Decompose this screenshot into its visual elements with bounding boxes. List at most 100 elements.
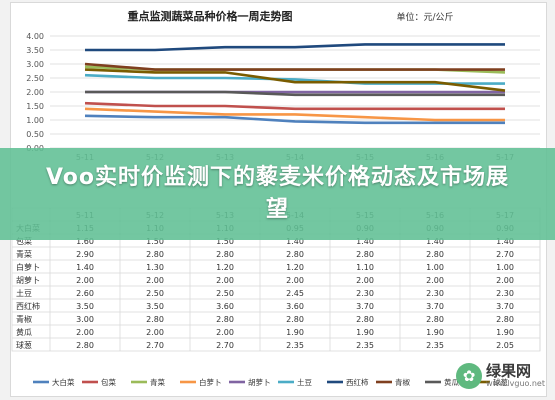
table-cell: 2.30 <box>356 289 374 298</box>
table-row-label: 西红柿 <box>16 301 40 311</box>
table-cell: 1.30 <box>146 263 164 272</box>
table-cell: 3.60 <box>216 302 234 311</box>
series-line <box>84 68 506 92</box>
table-row-label: 胡萝卜 <box>16 275 40 285</box>
y-tick-label: 2.00 <box>26 88 44 97</box>
series-line <box>84 101 505 111</box>
table-cell: 3.70 <box>496 302 514 311</box>
legend-label: 胡萝卜 <box>248 377 271 387</box>
table-cell: 2.80 <box>76 341 94 350</box>
table-cell: 2.80 <box>356 315 374 324</box>
y-tick-label: 3.00 <box>26 60 44 69</box>
table-cell: 1.40 <box>356 237 374 246</box>
table-cell: 3.00 <box>76 315 94 324</box>
legend-label: 黄瓜 <box>444 377 459 387</box>
table-cell: 2.00 <box>216 276 234 285</box>
table-cell: 1.40 <box>286 237 304 246</box>
table-cell: 2.00 <box>356 276 374 285</box>
article-title-banner: Voo实时价监测下的藜麦米价格动态及市场展望 <box>0 148 555 240</box>
table-cell: 1.20 <box>216 263 234 272</box>
table-cell: 2.05 <box>496 341 514 350</box>
table-cell: 2.00 <box>146 328 164 337</box>
table-cell: 1.60 <box>76 237 94 246</box>
table-cell: 2.80 <box>356 250 374 259</box>
table-cell: 2.90 <box>76 250 94 259</box>
watermark-url: www.lvguo.net <box>486 379 545 388</box>
table-row-label: 青菜 <box>16 249 32 259</box>
legend-label: 西红柿 <box>346 377 369 387</box>
table-cell: 1.50 <box>216 237 234 246</box>
table-cell: 2.70 <box>496 250 514 259</box>
table-cell: 2.80 <box>426 250 444 259</box>
table-cell: 2.70 <box>216 341 234 350</box>
table-cell: 2.80 <box>426 315 444 324</box>
table-cell: 2.60 <box>76 289 94 298</box>
table-cell: 1.90 <box>286 328 304 337</box>
table-cell: 2.80 <box>496 315 514 324</box>
table-cell: 3.50 <box>146 302 164 311</box>
site-watermark: ✿ 绿果网 www.lvguo.net <box>456 355 551 397</box>
table-cell: 1.00 <box>426 263 444 272</box>
table-cell: 2.35 <box>356 341 374 350</box>
table-cell: 2.35 <box>286 341 304 350</box>
unit-label: 单位：元/公斤 <box>396 11 453 23</box>
legend-label: 青菜 <box>150 377 165 387</box>
table-cell: 1.40 <box>496 237 514 246</box>
table-cell: 3.50 <box>76 302 94 311</box>
y-tick-label: 3.50 <box>26 46 44 55</box>
series-line <box>84 114 505 125</box>
table-cell: 2.35 <box>426 341 444 350</box>
table-row-label: 白萝卜 <box>16 262 40 272</box>
table-cell: 3.60 <box>286 302 304 311</box>
table-cell: 1.10 <box>356 263 374 272</box>
table-cell: 2.00 <box>216 328 234 337</box>
table-cell: 1.20 <box>286 263 304 272</box>
y-tick-label: 4.00 <box>26 32 44 41</box>
y-tick-label: 1.00 <box>26 116 44 125</box>
table-cell: 1.00 <box>496 263 514 272</box>
table-cell: 2.30 <box>426 289 444 298</box>
table-cell: 2.50 <box>146 289 164 298</box>
table-cell: 3.70 <box>426 302 444 311</box>
legend-label: 青椒 <box>395 377 410 387</box>
table-row-label: 青椒 <box>16 314 32 324</box>
table-cell: 1.90 <box>356 328 374 337</box>
table-cell: 1.40 <box>426 237 444 246</box>
table-cell: 2.80 <box>216 315 234 324</box>
table-cell: 2.80 <box>286 315 304 324</box>
leaf-logo-icon: ✿ <box>456 363 482 389</box>
table-cell: 1.50 <box>146 237 164 246</box>
legend-label: 白萝卜 <box>199 377 222 387</box>
series-line <box>85 43 505 52</box>
table-cell: 2.50 <box>216 289 234 298</box>
chart-title: 重点监测蔬菜品种价格一周走势图 <box>128 9 293 23</box>
series-line <box>84 73 505 85</box>
table-cell: 1.90 <box>496 328 514 337</box>
y-tick-label: 1.50 <box>26 102 44 111</box>
table-cell: 2.80 <box>146 315 164 324</box>
table-cell: 1.90 <box>426 328 444 337</box>
table-cell: 2.00 <box>496 276 514 285</box>
table-cell: 2.00 <box>76 328 94 337</box>
table-cell: 2.00 <box>76 276 94 285</box>
table-cell: 2.30 <box>496 289 514 298</box>
table-cell: 3.70 <box>356 302 374 311</box>
table-cell: 2.00 <box>426 276 444 285</box>
table-row-label: 黄瓜 <box>16 327 32 337</box>
legend-label: 球葱 <box>493 377 508 387</box>
table-cell: 2.80 <box>216 250 234 259</box>
y-tick-label: 0.50 <box>26 130 44 139</box>
table-row-label: 球葱 <box>16 340 32 350</box>
table-cell: 2.80 <box>146 250 164 259</box>
series-line <box>85 90 505 97</box>
legend-label: 土豆 <box>297 377 312 387</box>
article-title: Voo实时价监测下的藜麦米价格动态及市场展望 <box>45 165 510 222</box>
series-line <box>84 62 505 71</box>
table-row-label: 包菜 <box>16 236 32 246</box>
y-tick-label: 2.50 <box>26 74 44 83</box>
legend-label: 大白菜 <box>52 377 75 387</box>
table-cell: 2.00 <box>146 276 164 285</box>
series-line <box>84 107 505 122</box>
table-cell: 2.80 <box>286 250 304 259</box>
table-cell: 2.45 <box>286 289 304 298</box>
